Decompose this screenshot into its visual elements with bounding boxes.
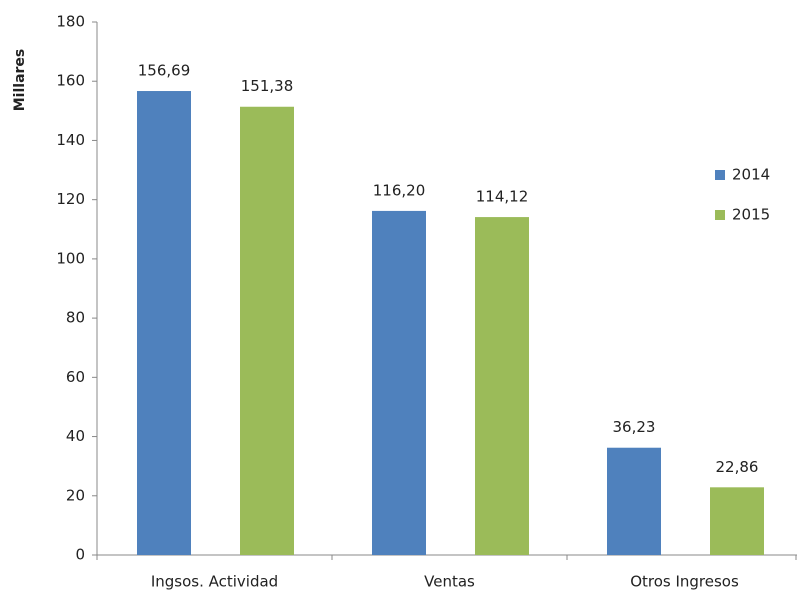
bar [710, 487, 764, 555]
y-tick-label: 120 [56, 190, 85, 208]
y-tick-label: 20 [66, 486, 85, 504]
bar [475, 217, 529, 555]
legend-swatch [715, 210, 725, 220]
bar [372, 210, 426, 555]
value-label: 22,86 [716, 458, 759, 476]
bar [607, 447, 661, 555]
value-label: 156,69 [138, 62, 191, 80]
bar [137, 91, 191, 555]
y-tick-label: 60 [66, 368, 85, 386]
value-label: 116,20 [373, 181, 426, 199]
y-tick-label: 0 [75, 546, 85, 564]
legend-label: 2014 [732, 166, 770, 184]
bar [240, 106, 294, 555]
x-tick-label: Ventas [424, 573, 475, 591]
y-tick-label: 100 [56, 249, 85, 267]
value-label: 36,23 [613, 418, 656, 436]
legend-swatch [715, 170, 725, 180]
x-tick-label: Ingsos. Actividad [151, 573, 278, 591]
value-label: 114,12 [476, 188, 529, 206]
y-axis-label: Millares [12, 49, 28, 112]
value-label: 151,38 [241, 77, 294, 95]
legend-label: 2015 [732, 206, 770, 224]
x-tick-label: Otros Ingresos [630, 573, 739, 591]
y-tick-label: 80 [66, 309, 85, 327]
y-tick-label: 40 [66, 427, 85, 445]
y-tick-label: 160 [56, 72, 85, 90]
y-tick-label: 180 [56, 13, 85, 31]
y-tick-label: 140 [56, 131, 85, 149]
